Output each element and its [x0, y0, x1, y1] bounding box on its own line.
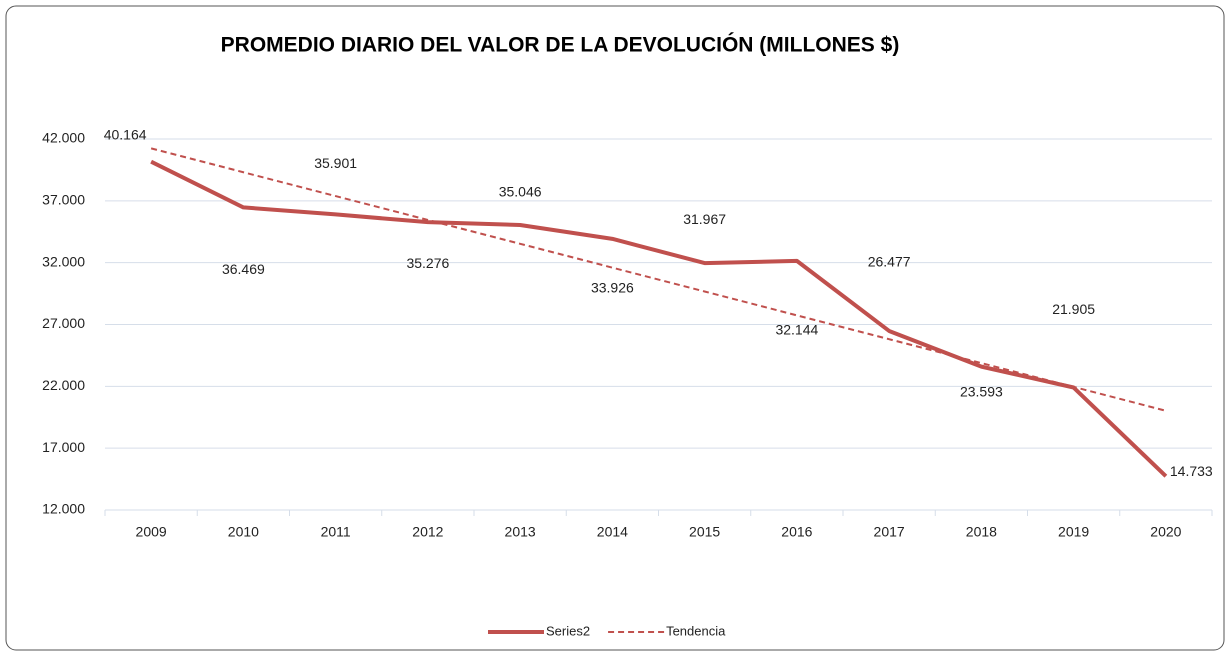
trend-line — [150, 147, 1167, 412]
legend-label: Tendencia — [666, 623, 726, 638]
x-tick-label: 2018 — [966, 524, 997, 540]
data-label: 31.967 — [683, 211, 726, 227]
data-label: 26.477 — [868, 254, 911, 270]
x-tick-label: 2015 — [689, 524, 720, 540]
chart-frame — [5, 5, 1225, 651]
chart-title: PROMEDIO DIARIO DEL VALOR DE LA DEVOLUCI… — [221, 33, 900, 57]
y-tick-label: 17.000 — [42, 439, 85, 455]
data-label: 40.164 — [104, 126, 147, 142]
data-label: 35.046 — [499, 184, 542, 200]
x-tick-label: 2009 — [136, 524, 167, 540]
data-label: 35.901 — [314, 155, 357, 171]
series-line — [150, 159, 1168, 478]
x-tick-label: 2019 — [1058, 524, 1089, 540]
x-tick-label: 2012 — [412, 524, 443, 540]
legend-label: Series2 — [546, 623, 590, 638]
data-label: 14.733 — [1170, 463, 1213, 479]
x-tick-label: 2020 — [1150, 524, 1181, 540]
y-tick-label: 37.000 — [42, 192, 85, 208]
y-tick-label: 22.000 — [42, 377, 85, 393]
y-tick-label: 32.000 — [42, 253, 85, 269]
y-tick-label: 12.000 — [42, 501, 85, 517]
y-tick-label: 27.000 — [42, 315, 85, 331]
data-label: 32.144 — [775, 322, 818, 338]
data-label: 36.469 — [222, 261, 265, 277]
x-tick-label: 2014 — [597, 524, 628, 540]
data-label: 33.926 — [591, 280, 634, 296]
x-tick-label: 2010 — [228, 524, 259, 540]
x-tick-label: 2011 — [321, 524, 351, 540]
data-label: 35.276 — [406, 255, 449, 271]
data-label: 23.593 — [960, 383, 1003, 399]
x-tick-label: 2013 — [505, 524, 536, 540]
x-tick-label: 2016 — [781, 524, 812, 540]
data-label: 21.905 — [1052, 301, 1095, 317]
y-tick-label: 42.000 — [42, 130, 85, 146]
x-tick-label: 2017 — [874, 524, 905, 540]
